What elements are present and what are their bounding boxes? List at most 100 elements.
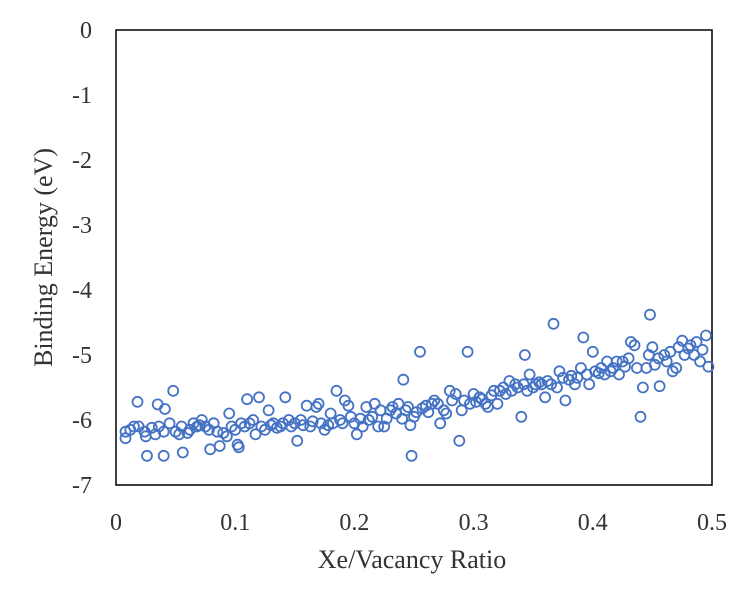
data-point	[253, 391, 265, 404]
data-point	[499, 388, 512, 400]
data-point	[431, 397, 444, 410]
data-point	[660, 355, 673, 368]
data-point	[223, 407, 236, 420]
data-point	[523, 368, 536, 381]
data-point	[220, 430, 233, 443]
data-point	[402, 401, 414, 413]
data-point	[282, 414, 295, 426]
data-point	[653, 380, 666, 393]
data-point	[688, 349, 700, 361]
data-point	[491, 397, 504, 410]
data-point	[473, 391, 486, 404]
data-point	[183, 423, 196, 436]
data-point	[559, 394, 572, 407]
data-point	[232, 441, 245, 454]
data-point	[541, 375, 554, 387]
data-point	[368, 397, 381, 410]
y-tick-label: -6	[72, 408, 92, 434]
data-point	[157, 425, 170, 438]
data-point	[666, 365, 679, 378]
data-point	[176, 446, 189, 459]
data-point	[613, 368, 625, 381]
data-point	[702, 360, 715, 373]
data-point	[141, 449, 153, 462]
data-point	[173, 428, 186, 441]
data-point	[350, 428, 363, 441]
data-point	[622, 352, 635, 365]
x-tick-label: 0.3	[459, 510, 489, 536]
data-point	[419, 399, 432, 412]
data-point	[583, 378, 596, 391]
data-point	[372, 420, 385, 433]
data-point	[213, 440, 226, 452]
data-point	[453, 434, 466, 447]
y-tick-label: -3	[72, 213, 92, 239]
data-point	[690, 336, 703, 348]
data-point	[330, 384, 343, 397]
data-point	[458, 394, 471, 407]
data-point	[694, 355, 706, 368]
data-point	[217, 427, 230, 439]
data-point	[356, 420, 369, 433]
data-point	[243, 417, 256, 430]
y-tick-label: -1	[72, 83, 92, 109]
data-point	[181, 427, 194, 439]
data-point	[235, 417, 248, 430]
data-point	[428, 394, 441, 407]
data-point	[505, 384, 518, 397]
data-point	[575, 362, 587, 374]
x-tick-label: 0.2	[339, 510, 369, 536]
data-point	[127, 420, 140, 433]
data-point	[637, 381, 649, 394]
data-point	[509, 378, 522, 391]
data-point	[399, 404, 412, 417]
x-tick-label: 0	[110, 510, 122, 536]
y-tick-label: -2	[72, 148, 92, 174]
data-point	[479, 397, 492, 410]
x-tick-label: 0.5	[697, 510, 727, 536]
data-point	[291, 434, 304, 447]
data-point	[131, 395, 144, 408]
y-tick-label: -7	[72, 473, 92, 499]
data-point	[553, 365, 566, 378]
data-point	[310, 401, 323, 413]
data-point	[158, 403, 171, 415]
data-point	[577, 331, 590, 344]
data-point	[551, 381, 563, 394]
data-point	[315, 417, 327, 430]
data-point	[342, 399, 355, 412]
data-point	[145, 421, 158, 434]
data-point	[684, 339, 697, 352]
data-point	[279, 391, 292, 404]
data-point	[262, 404, 275, 417]
x-tick-label: 0.4	[578, 510, 608, 536]
y-axis-ticks: 0 -1 -2 -3 -4 -5 -6 -7	[72, 18, 92, 499]
data-point	[569, 378, 581, 391]
data-point	[493, 384, 506, 397]
x-tick-label: 0.1	[220, 510, 250, 536]
x-axis-ticks: 0 0.1 0.2 0.3 0.4 0.5	[110, 510, 727, 536]
data-point	[163, 417, 176, 430]
data-point	[634, 410, 647, 423]
data-point	[437, 404, 450, 417]
data-point	[700, 329, 712, 342]
data-point	[241, 393, 254, 406]
data-point	[247, 414, 260, 426]
data-point	[425, 397, 438, 410]
data-point	[211, 425, 224, 438]
data-point	[628, 339, 641, 352]
data-point	[288, 417, 301, 430]
data-point	[297, 419, 310, 432]
data-point	[378, 420, 391, 433]
data-point	[515, 410, 528, 423]
data-point	[362, 414, 375, 426]
data-point	[521, 384, 534, 397]
data-point	[658, 349, 671, 361]
data-point	[449, 388, 462, 400]
data-point	[312, 397, 325, 410]
data-point	[405, 449, 418, 462]
data-point	[533, 376, 546, 389]
data-point	[434, 417, 447, 430]
